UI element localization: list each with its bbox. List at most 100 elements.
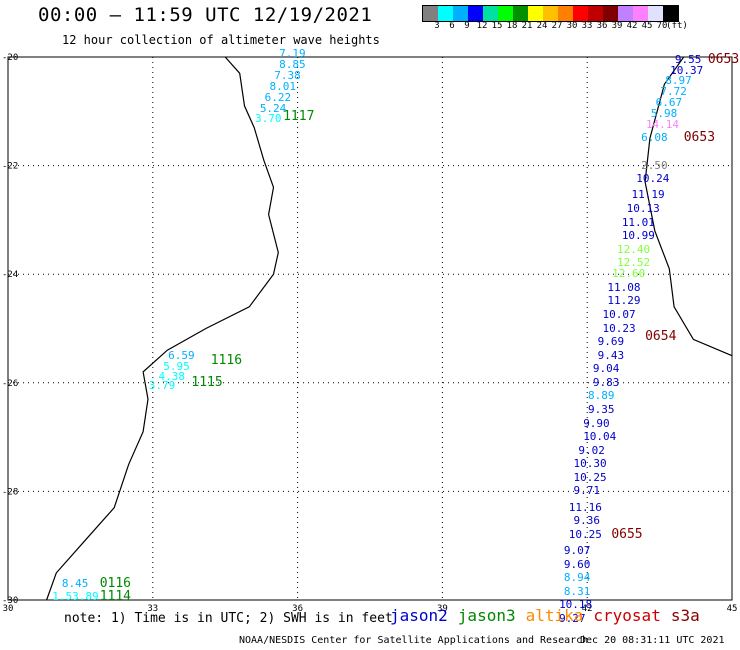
wave-height-value: 10.07 <box>602 307 636 321</box>
pass-time-label: 0655 <box>611 526 643 542</box>
wave-height-value: 8.89 <box>588 389 615 403</box>
pass-time-label: 0116 <box>99 575 132 591</box>
wave-height-value: 8.85 <box>279 58 306 72</box>
wave-height-value: 12.52 <box>616 256 651 270</box>
wave-height-value: 3.70 <box>254 112 282 126</box>
wave-height-value: 11.16 <box>568 500 602 514</box>
wave-height-value: 8.01 <box>269 79 296 93</box>
colorbar-swatch <box>468 6 483 21</box>
wave-height-value: 5.95 <box>163 359 190 373</box>
wave-height-value: 9.69 <box>597 335 625 349</box>
wave-height-value: 7.72 <box>660 85 687 99</box>
colorbar-tick-label: 18 <box>506 21 518 31</box>
wave-height-value: 8.45 <box>61 576 89 590</box>
colorbar-swatch <box>573 6 588 21</box>
wave-height-value: 10.30 <box>573 457 607 471</box>
wave-height-value: 11.08 <box>607 280 641 294</box>
lon-tick-label: 42 <box>582 604 593 614</box>
map-title: 00:00 – 11:59 UTC 12/19/2021 <box>38 4 373 26</box>
wave-height-value: 9.36 <box>573 514 601 528</box>
colorbar-tick-label: 21 <box>521 21 533 31</box>
wave-height-value: 9.55 <box>674 52 702 66</box>
wave-height-value: 9.71 <box>573 484 601 498</box>
lat-tick-label: -20 <box>2 53 18 63</box>
wave-height-value: 14.14 <box>645 117 680 131</box>
satellite-s3a-label: s3a <box>670 606 700 625</box>
wave-height-value: 7.19 <box>279 47 306 61</box>
wave-height-value: 3.79 <box>148 378 176 392</box>
colorbar-tick-label: 45 <box>641 21 653 31</box>
wave-height-value: 11.01 <box>621 215 655 229</box>
wave-height-value: 6.22 <box>264 90 292 104</box>
map-frame <box>7 56 733 601</box>
colorbar-ticks: 3 6 9 12 15 18 21 24 27 30 33 36 39 42 45 70 (ft) <box>422 21 740 33</box>
wave-height-value: 10.37 <box>670 63 704 77</box>
lon-tick-label: 39 <box>437 604 448 614</box>
colorbar-swatch <box>618 6 633 21</box>
pass-time-label: 1115 <box>191 374 223 390</box>
wave-height-value: 8.94 <box>563 571 591 585</box>
wave-height-value: 9.27 <box>559 612 586 625</box>
credit-line: NOAA/NESDIS Center for Satellite Applica… <box>239 635 589 646</box>
map-subtitle: 12 hour collection of altimeter wave hei… <box>62 33 380 47</box>
satellite-jason3-label: jason3 <box>457 606 516 625</box>
colorbar-swatch <box>558 6 573 21</box>
lat-tick-label: -30 <box>2 596 18 606</box>
colorbar-tick-label: 6 <box>449 21 455 31</box>
satellite-altika-label: altika <box>525 606 584 625</box>
wave-height-value: 10.25 <box>568 527 602 541</box>
colorbar-tick-label: 12 <box>476 21 488 31</box>
colorbar-swatch <box>543 6 558 21</box>
colorbar-swatch <box>453 6 468 21</box>
lon-tick-label: 36 <box>292 604 303 614</box>
wave-height-value: 9.43 <box>597 348 625 362</box>
wave-height-value: 6.67 <box>655 96 683 110</box>
lon-tick-label: 45 <box>727 604 738 614</box>
colorbar-swatch <box>498 6 513 21</box>
wave-height-value: 10.24 <box>636 172 670 186</box>
wave-height-value: 9.83 <box>592 375 620 389</box>
pass-time-label: 1114 <box>99 589 132 605</box>
wave-height-value: 12.60 <box>612 267 646 281</box>
wave-height-value: 6.08 <box>641 131 668 145</box>
satellite-legend: jason2 jason3 altika cryosat s3a <box>390 606 710 625</box>
colorbar-swatch <box>528 6 543 21</box>
colorbar-tick-label: 70 <box>656 21 668 31</box>
wave-height-value: 10.25 <box>573 470 607 484</box>
colorbar-tick-label: 42 <box>626 21 638 31</box>
wave-height-colorbar <box>422 5 679 22</box>
colorbar-tick-label: 9 <box>464 21 470 31</box>
wave-height-value: 7.38 <box>274 69 301 82</box>
colorbar-swatch <box>588 6 603 21</box>
pass-time-label: 0653 <box>707 51 740 67</box>
wave-height-value: 8.97 <box>665 74 692 88</box>
colorbar-tick-label: 15 <box>491 21 503 31</box>
satellite-cryosat-label: cryosat <box>593 606 661 625</box>
colorbar-swatch <box>483 6 498 21</box>
colorbar-swatch <box>633 6 648 21</box>
wave-height-value: 9.04 <box>592 362 620 376</box>
wave-height-value: 11.29 <box>607 294 641 308</box>
wave-height-value: 5.24 <box>259 101 287 115</box>
colorbar-tick-label: 33 <box>581 21 593 31</box>
colorbar-tick-label: 24 <box>536 21 548 31</box>
wave-height-value: 9.60 <box>563 557 591 571</box>
lon-tick-label: 33 <box>147 604 158 614</box>
satellite-jason2-label: jason2 <box>390 606 448 625</box>
wave-height-value: 2.50 <box>641 158 668 172</box>
generated-timestamp: Dec 20 08:31:11 UTC 2021 <box>580 635 725 646</box>
colorbar-tick-label: 3 <box>434 21 440 31</box>
pass-time-label: 0653 <box>683 130 716 146</box>
wave-height-value: 9.07 <box>563 544 591 558</box>
lat-tick-label: -26 <box>2 379 18 389</box>
wave-height-value: 10.18 <box>559 598 593 612</box>
pass-time-label: 0654 <box>645 328 677 344</box>
pass-time-label: 1116 <box>210 353 243 369</box>
wave-height-value: 1.53.89 <box>52 590 99 604</box>
colorbar-tick-label: 36 <box>596 21 608 31</box>
wave-height-value: 5.98 <box>650 107 678 120</box>
madagascar-coastline <box>644 56 733 357</box>
wave-height-value: 9.02 <box>578 443 605 457</box>
wave-height-value: 11.19 <box>631 188 665 202</box>
